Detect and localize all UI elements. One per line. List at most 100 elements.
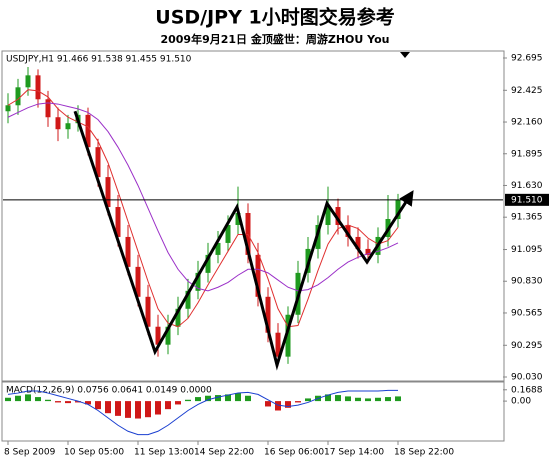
info-label: USDJPY,H1 91.466 91.538 91.455 91.510 — [6, 55, 192, 65]
macd-bar — [15, 395, 21, 402]
macd-bar — [195, 397, 201, 402]
candle-body — [155, 326, 161, 345]
candle-body — [35, 75, 41, 100]
macd-bar — [305, 398, 311, 402]
candle-body — [195, 272, 201, 291]
candle-body — [245, 213, 251, 255]
chart-title: USD/JPY 1小时图交易参考 — [155, 6, 394, 29]
candle-body — [95, 147, 101, 178]
y-tick-label: 91.365 — [511, 213, 543, 223]
macd-bar — [285, 401, 291, 408]
macd-bar — [45, 399, 51, 402]
macd-bar — [295, 401, 301, 403]
pattern-line — [73, 110, 414, 371]
candle-body — [85, 114, 91, 148]
y-tick-label: 91.895 — [511, 149, 543, 159]
x-tick-label: 18 Sep 22:00 — [394, 448, 454, 458]
candle-body — [165, 326, 171, 345]
candle-body — [105, 177, 111, 208]
macd-bar — [395, 396, 401, 402]
candle-body — [395, 199, 401, 219]
macd-bar — [235, 393, 241, 402]
macd-bar — [385, 397, 391, 402]
macd-bar — [135, 401, 141, 419]
macd-bar — [345, 396, 351, 402]
x-tick-label: 17 Sep 14:00 — [324, 448, 384, 458]
macd-bar — [85, 401, 91, 405]
candle-body — [225, 224, 231, 243]
candle-body — [235, 213, 241, 225]
moving-average — [7, 89, 399, 328]
macd-bar — [175, 401, 181, 405]
candle-body — [285, 314, 291, 357]
macd-bar — [65, 401, 71, 404]
candle-body — [65, 123, 71, 130]
x-tick-label: 16 Sep 06:00 — [264, 448, 324, 458]
chart-subtitle: 2009年9月21日 金顶盛世：周游ZHOU You — [160, 32, 389, 46]
y-tick-label: 92.425 — [511, 86, 543, 96]
macd-bar — [245, 395, 251, 402]
y-tick-label: 92.695 — [511, 53, 543, 63]
candle-body — [125, 236, 131, 267]
last-price-box — [505, 193, 549, 206]
macd-bar — [75, 401, 81, 403]
candle-body — [175, 308, 181, 327]
macd-bar — [365, 398, 371, 402]
macd-bar — [225, 394, 231, 402]
macd-bar — [145, 401, 151, 418]
macd-bar — [115, 401, 121, 416]
candle-body — [365, 248, 371, 255]
macd-bar — [95, 401, 101, 410]
macd-bar — [325, 394, 331, 402]
macd-pane — [1, 381, 505, 442]
macd-bar — [165, 401, 171, 410]
y-tick-label: 92.160 — [511, 118, 543, 128]
y-tick-label: 0.1688 — [511, 385, 543, 395]
y-tick-label: 0.00 — [511, 397, 531, 407]
macd-bar — [375, 397, 381, 402]
y-tick-label: 90.030 — [511, 373, 543, 383]
macd-bar — [215, 395, 221, 402]
candle-body — [145, 296, 151, 327]
candle-body — [115, 207, 121, 237]
price-pane — [1, 50, 505, 382]
shift-marker — [400, 52, 410, 58]
candle-body — [45, 99, 51, 118]
candle-body — [5, 105, 11, 112]
macd-bar — [265, 401, 271, 407]
macd-bar — [105, 401, 111, 414]
candle-body — [335, 207, 341, 225]
candle-body — [345, 224, 351, 237]
macd-bar — [35, 397, 41, 402]
last-price-label: 91.510 — [511, 195, 543, 205]
macd-bar — [5, 397, 11, 402]
macd-bar — [185, 399, 191, 402]
macd-bar — [355, 397, 361, 402]
candle-body — [275, 332, 281, 357]
candle-body — [265, 296, 271, 333]
y-tick-label: 91.630 — [511, 181, 543, 191]
x-tick-label: 11 Sep 13:00 — [134, 448, 194, 458]
y-tick-label: 91.095 — [511, 245, 543, 255]
y-tick-label: 90.295 — [511, 341, 543, 351]
y-tick-label: 90.565 — [511, 308, 543, 318]
candle-body — [325, 207, 331, 225]
macd-bar — [335, 395, 341, 402]
candle-body — [255, 254, 261, 297]
macd-bar — [275, 401, 281, 411]
candle-body — [15, 87, 21, 106]
macd-bar — [125, 401, 131, 418]
x-tick-label: 8 Sep 2009 — [4, 448, 56, 458]
candle-body — [55, 117, 61, 130]
macd-bar — [25, 394, 31, 402]
macd-bar — [205, 395, 211, 402]
x-tick-label: 10 Sep 05:00 — [64, 448, 124, 458]
x-tick-label: 14 Sep 22:00 — [194, 448, 254, 458]
candle-body — [185, 290, 191, 309]
moving-average — [7, 102, 399, 292]
candle-body — [205, 254, 211, 273]
candle-body — [25, 75, 31, 88]
candle-body — [135, 266, 141, 297]
macd-bar — [155, 401, 161, 415]
